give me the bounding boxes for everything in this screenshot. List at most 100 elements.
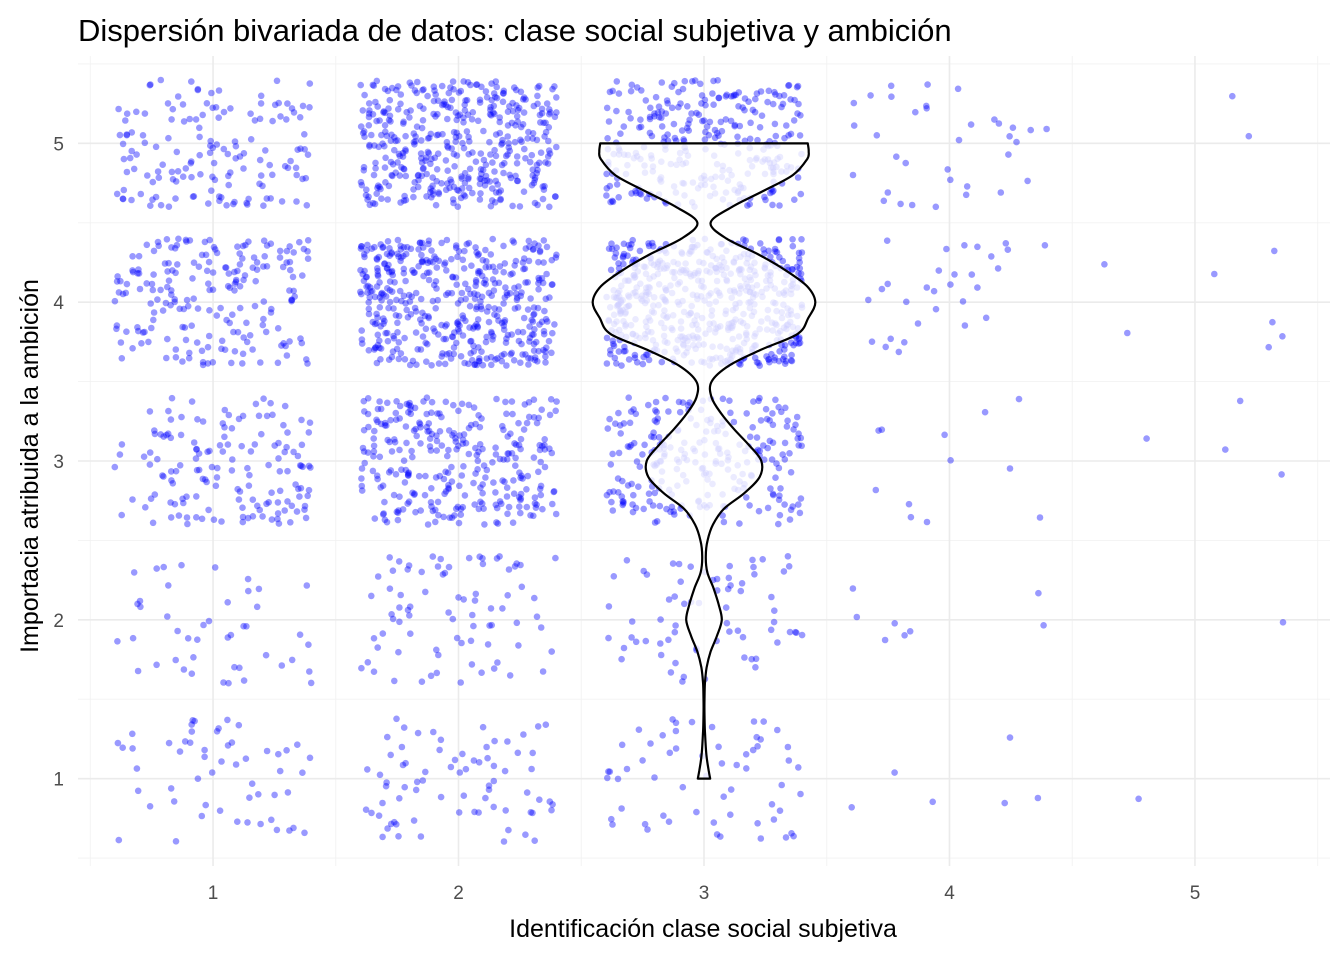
data-point (230, 200, 237, 208)
data-point (486, 111, 494, 118)
data-point (447, 355, 455, 362)
data-point (119, 744, 126, 751)
data-point (434, 410, 441, 417)
data-point (141, 328, 148, 336)
data-point (128, 129, 136, 136)
data-point (511, 138, 519, 146)
data-point (779, 451, 786, 458)
data-point (136, 285, 144, 293)
data-point (224, 599, 231, 606)
data-point (655, 113, 663, 121)
data-point (619, 498, 626, 505)
data-point (230, 328, 237, 336)
data-point (402, 196, 410, 204)
data-point (543, 100, 551, 107)
data-point (695, 111, 703, 118)
data-point (526, 323, 533, 330)
data-point (533, 161, 541, 169)
data-point (442, 323, 449, 330)
data-point (441, 490, 448, 498)
data-point (548, 349, 555, 357)
data-point (461, 101, 469, 109)
data-point (274, 499, 282, 506)
data-point (519, 328, 527, 336)
data-point (741, 95, 749, 102)
data-point (384, 825, 391, 832)
data-point (466, 302, 474, 310)
data-point (177, 431, 185, 439)
data-point (503, 456, 511, 463)
data-point (432, 506, 439, 514)
data-point (243, 199, 250, 207)
data-point (775, 357, 783, 365)
data-point (299, 175, 306, 183)
data-point (414, 78, 421, 86)
data-point (710, 819, 718, 826)
data-point (463, 128, 471, 135)
data-point (260, 395, 267, 403)
data-point (536, 276, 543, 284)
data-point (776, 492, 783, 500)
data-point (427, 130, 435, 138)
data-point (1101, 261, 1108, 268)
data-point (929, 798, 936, 806)
data-point (548, 449, 556, 457)
data-point (419, 165, 427, 173)
data-point (284, 429, 291, 436)
data-point (142, 504, 149, 511)
data-point (172, 656, 179, 664)
data-point (1269, 318, 1276, 326)
data-point (720, 793, 727, 800)
data-point (123, 280, 131, 288)
data-point (535, 258, 542, 266)
data-point (371, 142, 378, 149)
data-point (1278, 471, 1285, 478)
data-point (400, 118, 407, 126)
data-point (228, 739, 236, 746)
data-point (212, 104, 220, 111)
data-point (549, 801, 556, 808)
data-point (452, 138, 460, 145)
data-point (208, 187, 215, 194)
data-point (381, 498, 388, 506)
data-point (459, 750, 466, 758)
data-point (546, 110, 553, 118)
data-point (238, 442, 245, 450)
data-point (619, 501, 626, 509)
data-point (376, 771, 384, 779)
data-point (374, 314, 381, 321)
data-point (530, 245, 537, 253)
data-point (275, 455, 282, 462)
data-point (608, 240, 615, 247)
data-point (376, 117, 383, 124)
data-point (603, 360, 611, 367)
data-point (413, 432, 421, 440)
data-point (400, 269, 408, 277)
data-point (129, 267, 136, 274)
data-point (1265, 343, 1272, 351)
data-point (389, 567, 397, 574)
data-point (512, 454, 519, 462)
data-point (526, 158, 534, 166)
data-point (305, 429, 313, 436)
data-point (473, 361, 481, 369)
data-point (113, 190, 121, 198)
data-point (450, 86, 457, 93)
data-point (149, 519, 157, 527)
data-point (502, 398, 509, 406)
data-point (385, 356, 393, 364)
data-point (541, 446, 549, 453)
data-point (213, 728, 221, 735)
data-point (436, 428, 444, 435)
data-point (453, 281, 461, 289)
data-point (232, 278, 240, 286)
data-point (218, 758, 225, 765)
data-point (129, 634, 137, 642)
data-point (776, 807, 784, 814)
data-point (145, 338, 152, 346)
data-point (180, 666, 188, 673)
data-point (425, 237, 433, 244)
data-point (182, 165, 190, 172)
data-point (483, 743, 490, 751)
data-point (429, 187, 437, 195)
